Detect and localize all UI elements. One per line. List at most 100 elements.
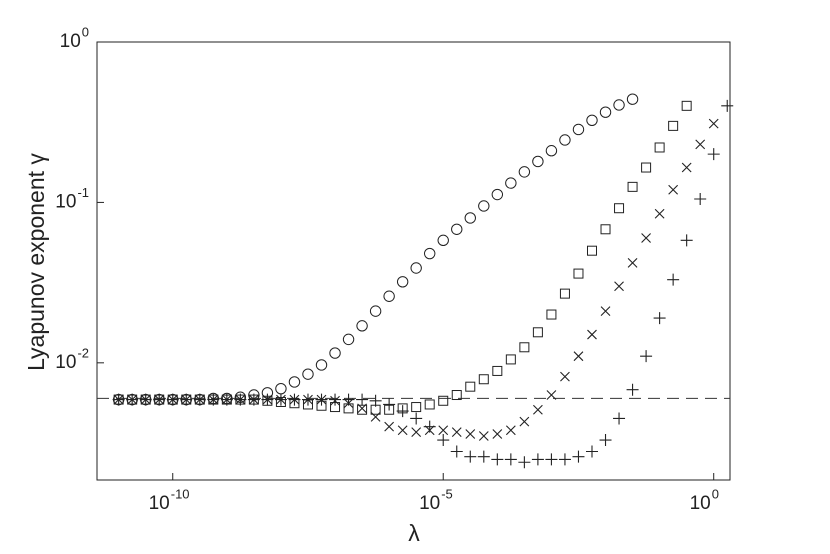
plus-marker <box>261 393 274 406</box>
x-marker <box>451 427 462 437</box>
x-tick-exponent: 0 <box>712 486 719 501</box>
plus-marker <box>599 434 612 447</box>
y-tick-exponent: 0 <box>82 24 89 39</box>
plus-marker <box>356 393 369 406</box>
plus-marker <box>464 450 477 463</box>
plus-marker <box>721 99 734 112</box>
plus-marker <box>139 393 152 406</box>
plus-marker <box>126 393 139 406</box>
plus-marker <box>383 398 396 411</box>
plus-marker <box>396 405 409 418</box>
x-marker <box>641 233 651 243</box>
square-marker <box>654 142 665 153</box>
plus-marker <box>680 234 693 247</box>
circle-marker <box>559 134 571 146</box>
circle-marker <box>302 368 314 380</box>
y-tick-exponent: -2 <box>77 345 89 360</box>
plus-marker <box>112 393 125 406</box>
plus-marker <box>613 412 626 425</box>
square-marker <box>627 181 638 192</box>
square-marker <box>600 224 611 235</box>
x-marker <box>533 404 543 415</box>
x-marker <box>587 329 597 340</box>
x-marker <box>438 425 449 436</box>
circle-marker <box>572 123 585 136</box>
x-marker <box>411 427 422 437</box>
plus-marker <box>477 450 490 463</box>
square-marker <box>438 395 449 406</box>
x-tick-exponent: -5 <box>441 486 453 501</box>
plus-marker <box>166 393 179 406</box>
x-marker <box>560 371 570 382</box>
circle-marker <box>369 305 382 317</box>
circle-marker <box>396 276 409 288</box>
square-marker <box>411 402 422 413</box>
circle-marker <box>410 262 422 274</box>
plus-marker <box>153 393 166 406</box>
x-tick-exponent: -10 <box>171 486 190 501</box>
plus-marker <box>329 393 342 406</box>
square-marker <box>357 404 368 415</box>
x-marker <box>627 257 638 268</box>
y-tick-label: 10 <box>55 191 76 212</box>
square-marker <box>424 399 435 410</box>
plus-marker <box>410 412 423 425</box>
x-marker <box>546 390 557 400</box>
circle-marker <box>315 359 328 371</box>
y-tick-label: 10 <box>60 31 81 52</box>
plus-marker <box>301 393 314 406</box>
x-marker <box>370 412 381 422</box>
plus-marker <box>491 453 504 466</box>
circle-marker <box>451 223 463 235</box>
plus-marker <box>572 450 585 463</box>
circle-marker <box>356 320 368 332</box>
plus-marker <box>504 453 517 466</box>
x-marker <box>654 208 665 219</box>
plus-marker <box>207 393 220 406</box>
circle-marker <box>437 234 449 247</box>
circle-marker <box>342 333 355 346</box>
circle-marker <box>424 247 436 260</box>
circle-marker <box>626 93 639 105</box>
plus-marker <box>450 445 463 458</box>
plus-marker <box>531 453 544 466</box>
square-marker <box>614 203 625 214</box>
circle-marker <box>505 177 517 189</box>
x-tick-label: 10 <box>149 493 170 514</box>
circle-marker <box>586 114 598 126</box>
x-marker <box>357 403 367 414</box>
circle-marker <box>383 290 395 302</box>
plus-marker <box>653 312 666 325</box>
plus-marker <box>288 393 301 406</box>
circle-marker <box>599 106 612 118</box>
circle-marker <box>532 155 544 168</box>
plus-marker <box>707 148 720 161</box>
plus-marker <box>220 393 233 406</box>
circle-marker <box>545 145 558 157</box>
y-tick-label: 10 <box>55 352 76 373</box>
x-marker <box>573 351 584 362</box>
square-marker <box>668 120 679 131</box>
plus-marker <box>369 394 382 407</box>
plus-marker <box>545 453 558 466</box>
square-marker <box>478 374 489 385</box>
square-marker <box>641 162 652 173</box>
circle-marker <box>478 200 490 212</box>
plus-marker <box>247 393 260 406</box>
circle-marker <box>275 382 287 395</box>
plus-marker <box>585 445 598 458</box>
x-axis-label: λ <box>408 520 420 546</box>
x-marker <box>614 281 624 292</box>
square-marker <box>451 390 462 401</box>
circle-marker <box>329 347 341 359</box>
x-marker <box>384 421 395 432</box>
plus-marker <box>193 393 206 406</box>
plus-marker <box>180 393 193 406</box>
plus-marker <box>640 350 653 363</box>
x-marker <box>600 306 611 317</box>
plus-marker <box>667 273 680 286</box>
x-marker <box>668 184 679 195</box>
y-axis-label: Lyapunov exponent γ <box>23 153 49 371</box>
x-tick-label: 10 <box>419 493 440 514</box>
